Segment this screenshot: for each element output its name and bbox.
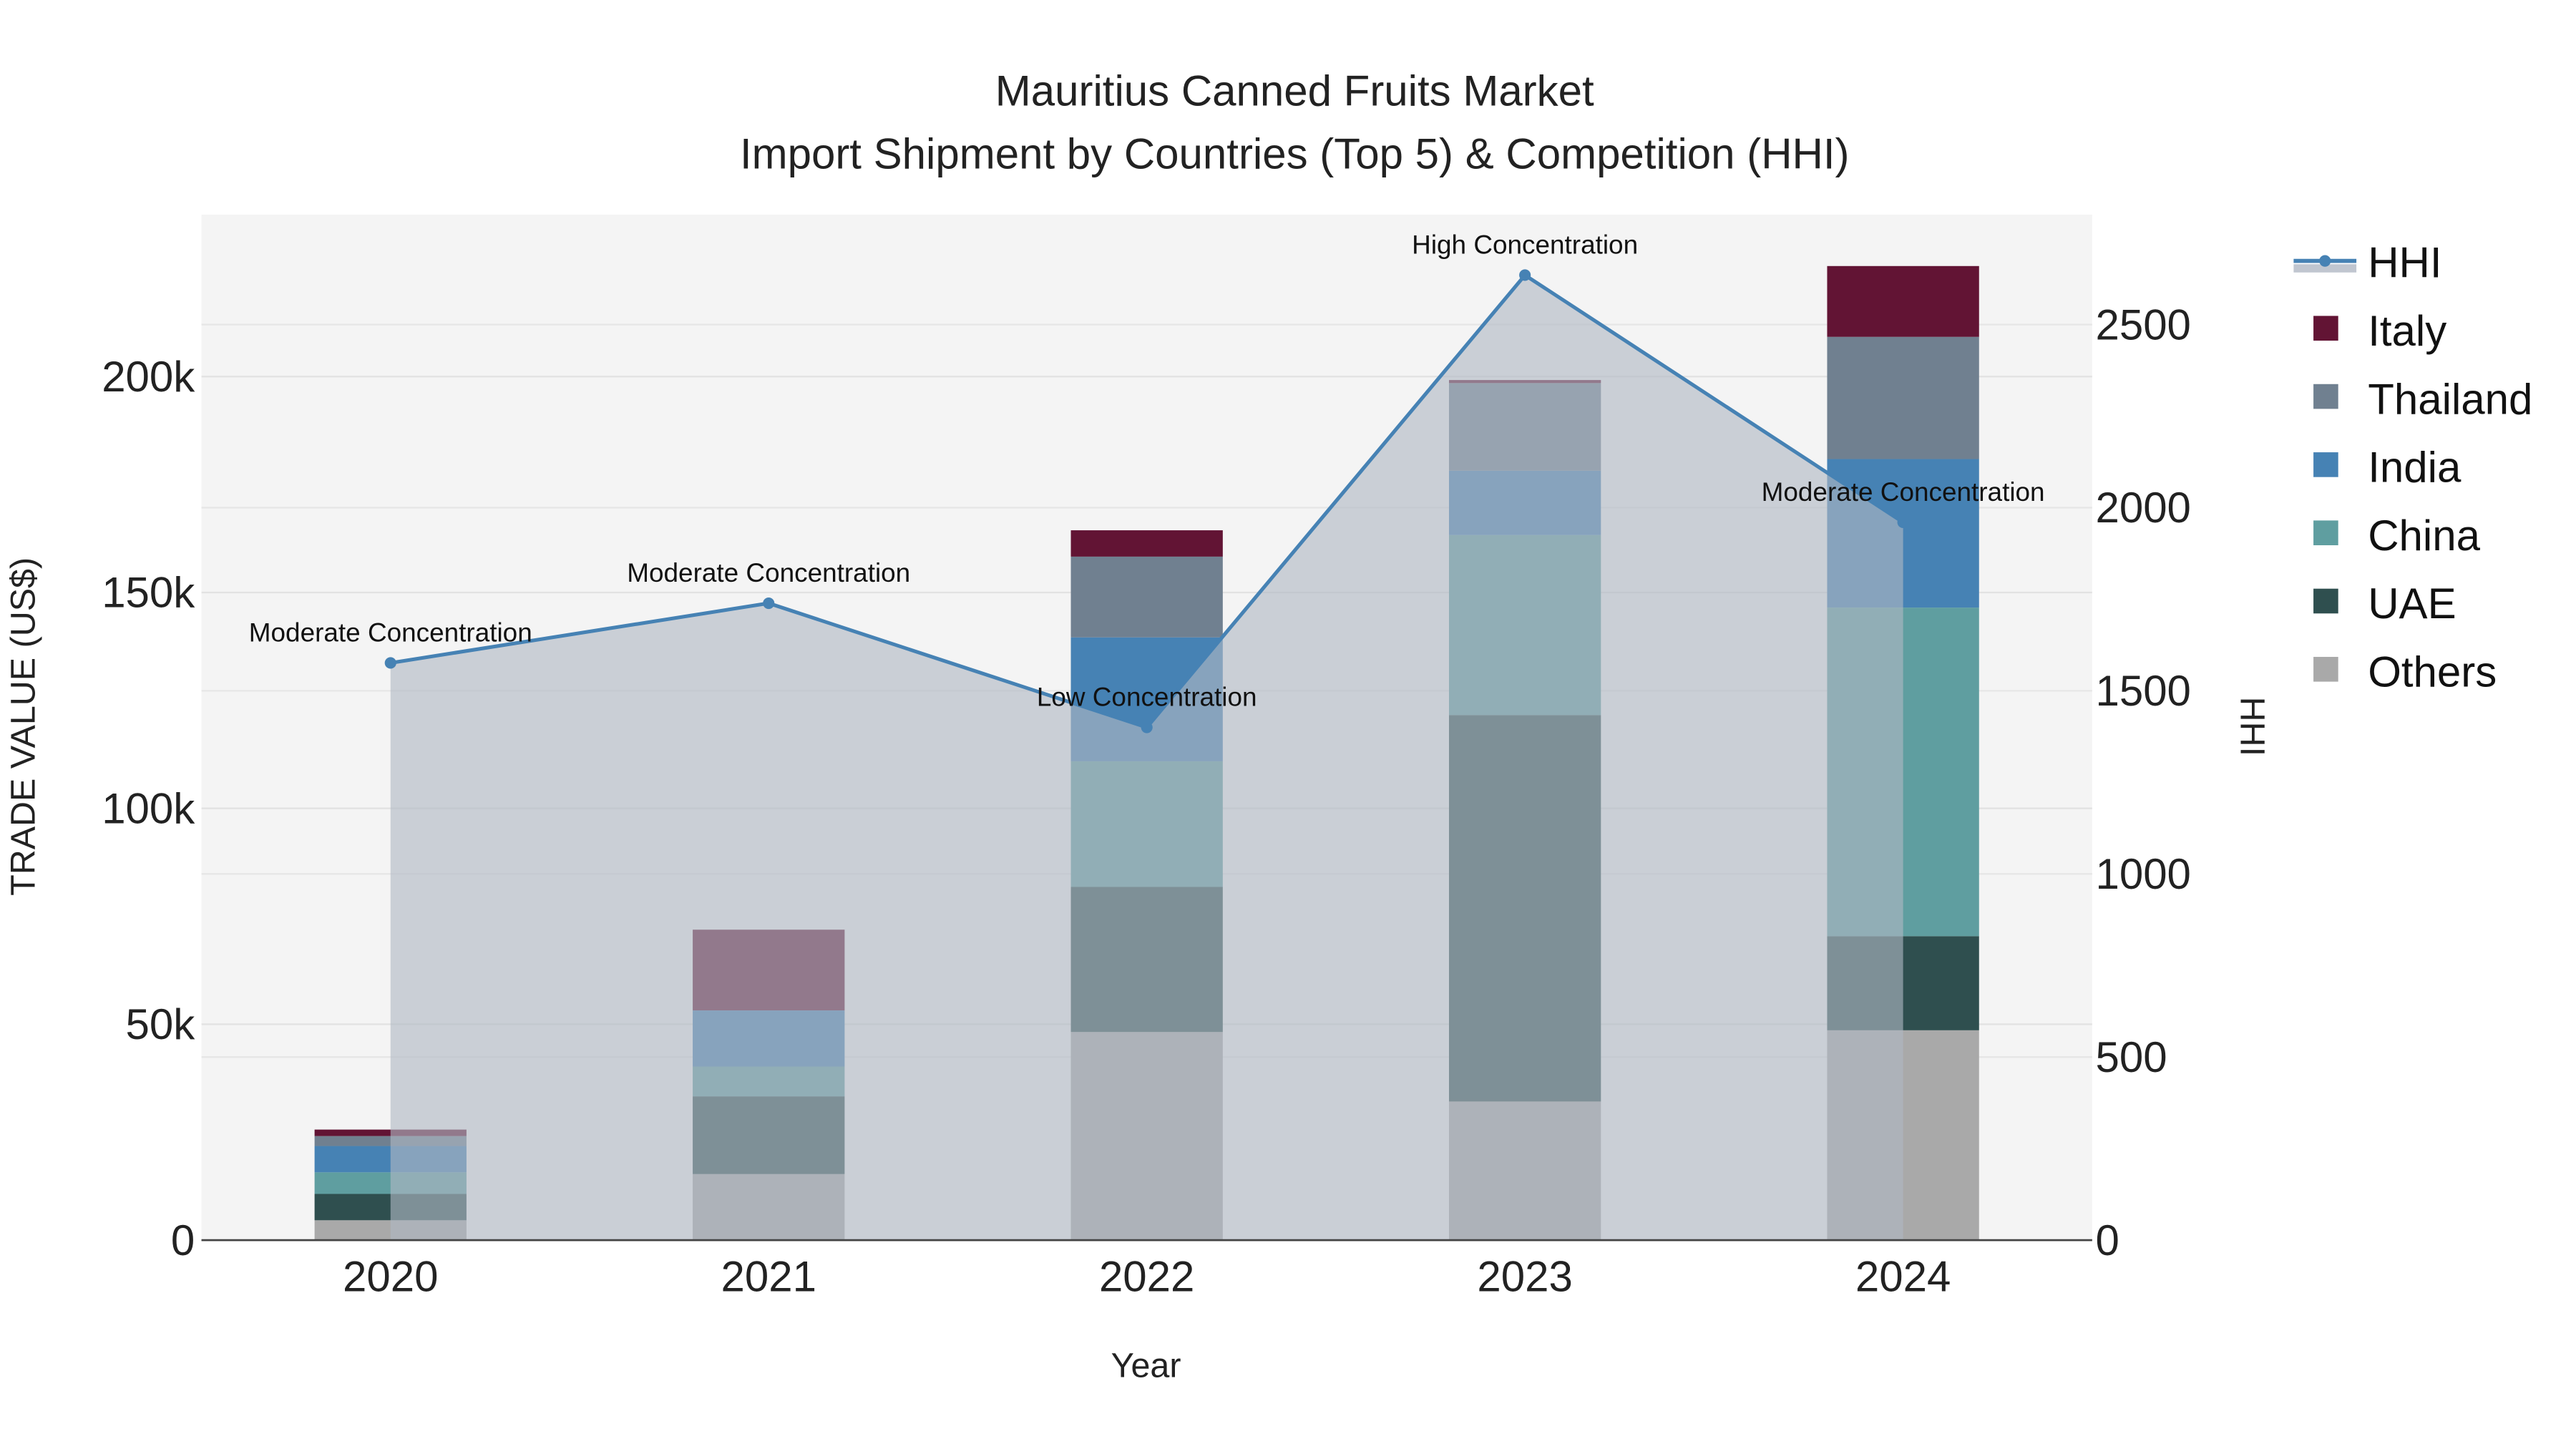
legend-hhi-marker [2319,255,2331,267]
x-ticks: 2020 2021 2022 2023 2024 [343,1253,1951,1301]
legend-swatch-china [2313,520,2338,545]
legend-swatch-india [2313,452,2338,477]
y-ticks: 0 50k 100k 150k 200k [102,353,195,1264]
legend-label-italy: Italy [2368,307,2446,355]
hhi-point-2023 [1519,269,1531,281]
legend-swatch-thailand [2313,384,2338,409]
x-tick-label: 2024 [1855,1253,1951,1301]
hhi-point-2024 [1897,516,1909,528]
legend-hhi-area-swatch [2293,264,2357,273]
y2-tick-label: 1000 [2095,850,2190,898]
hhi-annotation: Moderate Concentration [1762,477,2045,507]
hhi-point-2020 [384,657,396,669]
hhi-annotation: Low Concentration [1037,683,1257,712]
hhi-area: Moderate Concentration Moderate Concentra… [249,230,2045,1241]
y-tick-label: 150k [102,569,195,617]
hhi-annotation: Moderate Concentration [249,618,532,647]
x-tick-label: 2021 [721,1253,816,1301]
bar-thailand-2022 [1070,556,1223,638]
x-tick-label: 2022 [1099,1253,1194,1301]
legend-swatch-uae [2313,588,2338,614]
legend-label-china: China [2368,512,2480,560]
x-tick-label: 2023 [1477,1253,1572,1301]
bar-italy-2022 [1070,530,1223,557]
legend-label-thailand: Thailand [2368,375,2532,423]
hhi-annotation: High Concentration [1412,230,1638,259]
legend-swatch-others [2313,657,2338,682]
bar-thailand-2024 [1827,336,1979,459]
legend-label-india: India [2368,444,2462,492]
y-tick-label: 100k [102,784,195,832]
y-tick-label: 0 [171,1216,195,1264]
hhi-point-2022 [1141,721,1153,733]
x-tick-label: 2020 [343,1253,438,1301]
hhi-area-fill [390,275,1903,1241]
x-axis-label: Year [1111,1347,1181,1385]
y-tick-label: 200k [102,353,195,401]
y2-tick-label: 2500 [2095,301,2190,348]
hhi-annotation: Moderate Concentration [627,558,910,587]
y-tick-label: 50k [126,1000,196,1048]
y2-tick-label: 1500 [2095,667,2190,715]
y2-tick-label: 500 [2095,1033,2167,1081]
y2-tick-label: 0 [2095,1216,2119,1264]
bar-italy-2024 [1827,265,1979,337]
chart-title: Mauritius Canned Fruits Market [995,67,1594,115]
hhi-point-2021 [763,597,775,610]
y-axis-label: TRADE VALUE (US$) [4,557,42,896]
y2-tick-label: 2000 [2095,484,2190,532]
y2-ticks: 0 500 1000 1500 2000 2500 [2095,301,2190,1264]
legend-label-hhi: HHI [2368,239,2441,287]
y2-axis-label: HHI [2233,697,2272,756]
legend-swatch-italy [2313,316,2338,341]
chart-subtitle: Import Shipment by Countries (Top 5) & C… [740,130,1850,177]
legend-label-uae: UAE [2368,580,2456,628]
legend-label-others: Others [2368,648,2497,696]
legend: HHI Italy Thailand India China UAE Others [2293,239,2532,696]
